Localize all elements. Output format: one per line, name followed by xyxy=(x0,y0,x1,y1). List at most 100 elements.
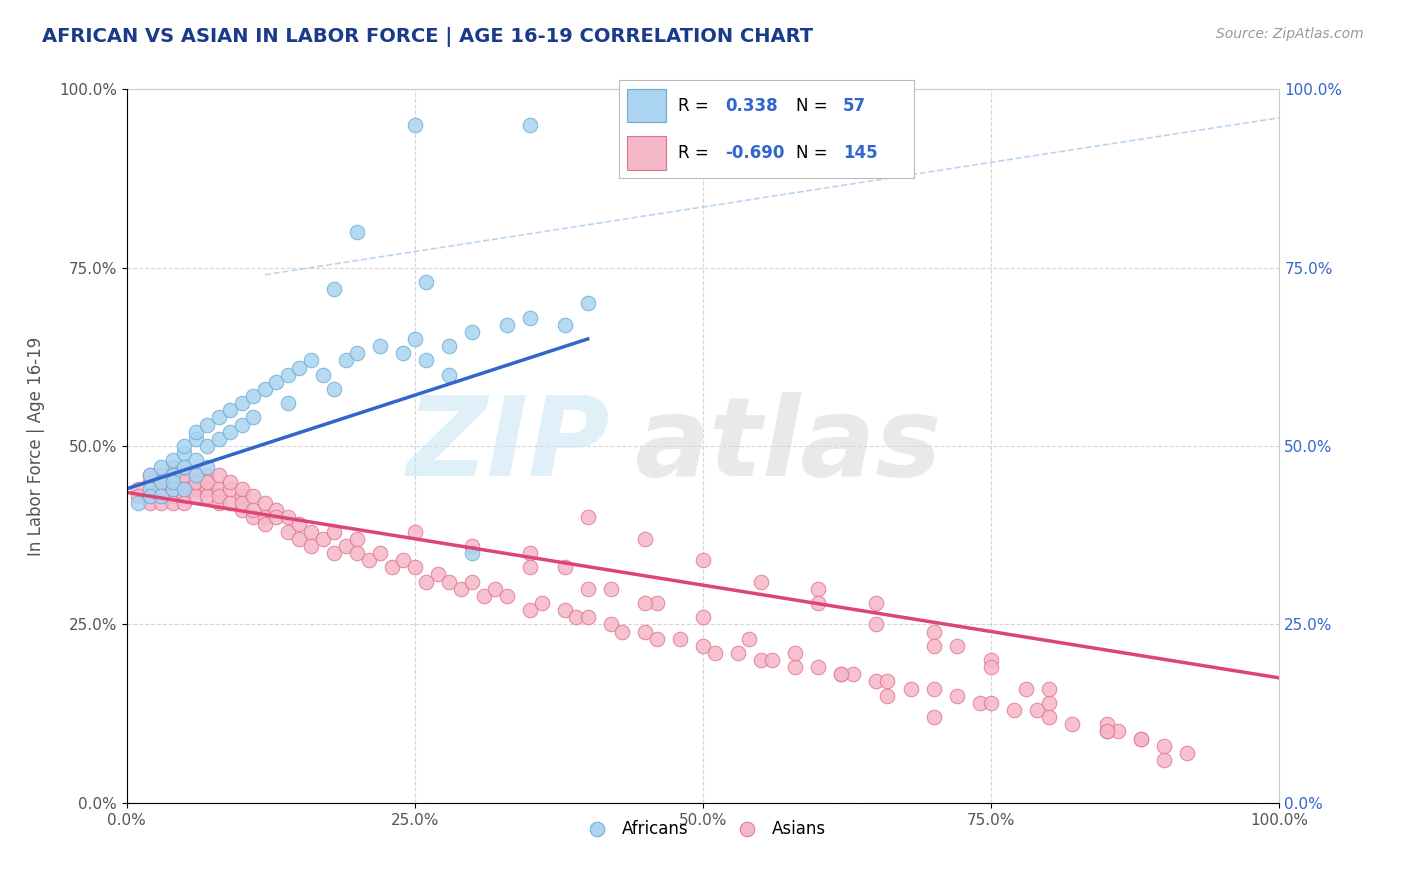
Point xyxy=(242,503,264,517)
Point xyxy=(404,560,426,574)
Point xyxy=(173,496,195,510)
Point xyxy=(299,524,322,539)
Point xyxy=(277,524,299,539)
Point xyxy=(150,460,173,475)
Point xyxy=(150,496,173,510)
Point xyxy=(184,489,207,503)
Point xyxy=(346,225,368,239)
Point xyxy=(253,517,276,532)
Point xyxy=(1038,696,1060,710)
Point xyxy=(357,553,380,567)
Point xyxy=(162,475,184,489)
Point xyxy=(277,510,299,524)
Point xyxy=(231,503,253,517)
Point xyxy=(299,539,322,553)
Point xyxy=(173,460,195,475)
Point xyxy=(346,546,368,560)
Point xyxy=(162,467,184,482)
Point xyxy=(692,553,714,567)
Text: R =: R = xyxy=(678,144,709,161)
Point xyxy=(195,467,218,482)
Point xyxy=(138,482,160,496)
Point xyxy=(415,275,437,289)
Point xyxy=(127,496,149,510)
Point xyxy=(299,353,322,368)
Point xyxy=(1038,710,1060,724)
Point xyxy=(173,482,195,496)
Point xyxy=(195,482,218,496)
Point xyxy=(138,467,160,482)
Point xyxy=(277,368,299,382)
Point xyxy=(1095,724,1118,739)
Point xyxy=(496,318,519,332)
Point xyxy=(415,353,437,368)
Point xyxy=(184,467,207,482)
Point xyxy=(231,489,253,503)
Point xyxy=(150,475,173,489)
Point xyxy=(195,460,218,475)
Point xyxy=(323,282,346,296)
Point xyxy=(150,489,173,503)
Point xyxy=(242,510,264,524)
Point xyxy=(150,475,173,489)
Point xyxy=(253,496,276,510)
Text: 57: 57 xyxy=(844,97,866,115)
Point xyxy=(208,496,231,510)
Point xyxy=(1015,681,1038,696)
Point xyxy=(876,674,898,689)
Point xyxy=(922,624,945,639)
Point xyxy=(842,667,865,681)
Point xyxy=(519,603,541,617)
Point xyxy=(392,553,415,567)
Point xyxy=(576,510,599,524)
Point xyxy=(404,524,426,539)
Point xyxy=(461,574,484,589)
Point xyxy=(634,624,657,639)
Point xyxy=(865,617,887,632)
Point xyxy=(599,617,621,632)
Point xyxy=(127,489,149,503)
Point xyxy=(703,646,725,660)
Point xyxy=(162,467,184,482)
Text: R =: R = xyxy=(678,97,709,115)
Point xyxy=(208,489,231,503)
Point xyxy=(219,403,242,417)
Point xyxy=(335,353,357,368)
Point xyxy=(266,375,288,389)
Point xyxy=(219,496,242,510)
Point xyxy=(404,118,426,132)
Point xyxy=(162,482,184,496)
Point xyxy=(785,660,807,674)
Text: ZIP: ZIP xyxy=(408,392,610,500)
Point xyxy=(830,667,852,681)
Point xyxy=(150,489,173,503)
Point xyxy=(127,482,149,496)
Point xyxy=(173,475,195,489)
Point xyxy=(530,596,553,610)
Point xyxy=(138,489,160,503)
Point xyxy=(323,382,346,396)
Point xyxy=(865,596,887,610)
Point xyxy=(634,532,657,546)
Point xyxy=(162,475,184,489)
Point xyxy=(219,482,242,496)
Point xyxy=(266,503,288,517)
Point xyxy=(150,482,173,496)
Point xyxy=(980,660,1002,674)
Point xyxy=(173,489,195,503)
Point xyxy=(922,639,945,653)
Text: N =: N = xyxy=(796,144,827,161)
Point xyxy=(634,596,657,610)
Point xyxy=(669,632,692,646)
Point xyxy=(692,639,714,653)
Point xyxy=(865,674,887,689)
Point xyxy=(576,296,599,310)
Text: 145: 145 xyxy=(844,144,877,161)
Point xyxy=(311,368,333,382)
Point xyxy=(1153,753,1175,767)
Point xyxy=(138,475,160,489)
Point xyxy=(346,532,368,546)
Point xyxy=(1002,703,1025,717)
Y-axis label: In Labor Force | Age 16-19: In Labor Force | Age 16-19 xyxy=(27,336,45,556)
Point xyxy=(253,510,276,524)
